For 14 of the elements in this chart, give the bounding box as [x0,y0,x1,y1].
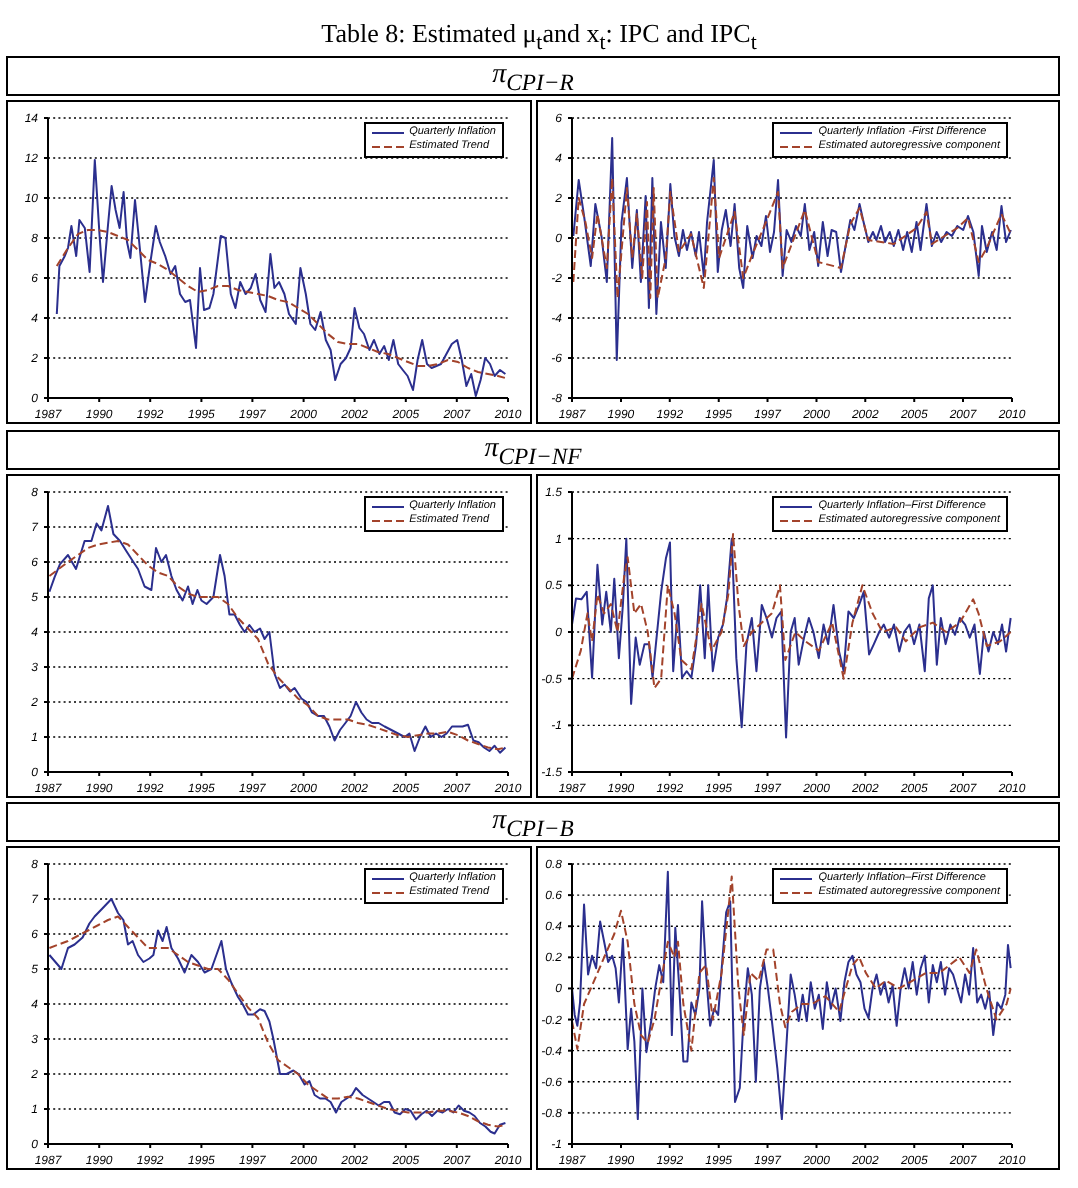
line-series [572,177,1012,299]
line-series [48,539,507,750]
line-series [55,159,507,397]
line-series [572,536,1012,738]
line-series [572,875,1012,1052]
chart-subtitle: π$_{CPI−NF}$ [484,433,582,469]
chart-title: Table 8: Estimated μ$_{t}$and x$_{t}$: IPC and IPC$_{t}$ [321,18,757,56]
chart-subtitle: π$_{CPI−B}$ [492,806,574,842]
line-series [572,137,1012,361]
line-series [48,504,507,753]
line-series [572,532,1012,688]
line-series [55,229,507,379]
line-series [572,870,1012,1121]
chart-subtitle: π$_{CPI−R}$ [492,60,574,96]
